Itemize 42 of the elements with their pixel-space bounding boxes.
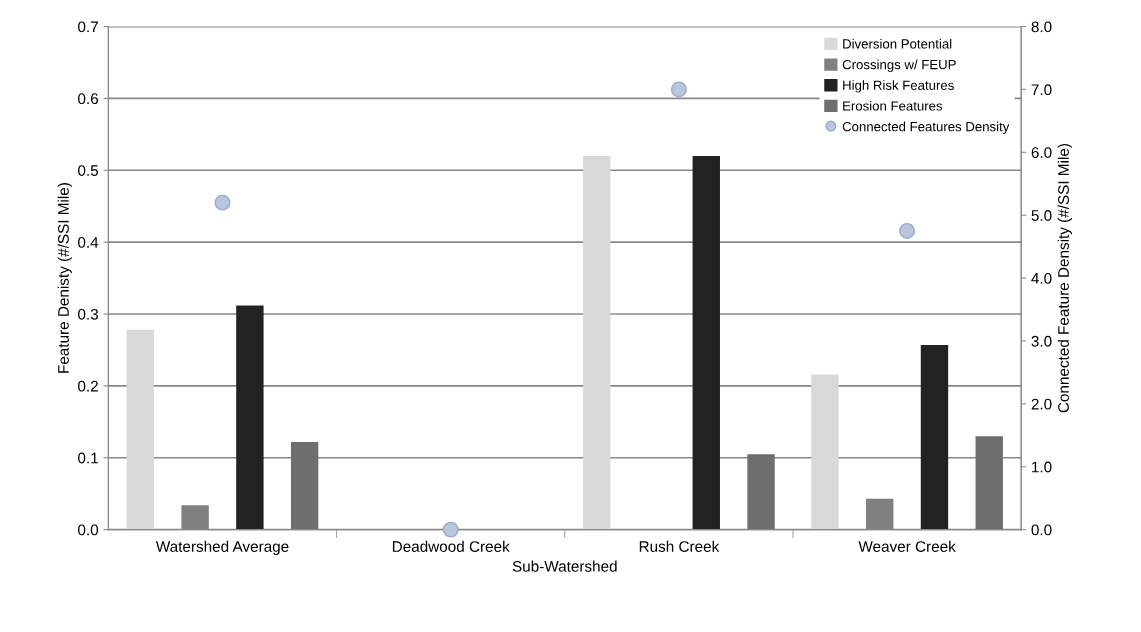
y-tick-label: 0.7 xyxy=(78,21,98,33)
bar xyxy=(290,441,319,530)
y-tick-label: 0.4 xyxy=(78,237,99,248)
bar xyxy=(747,454,775,530)
x-tick-label: Weaver Creek xyxy=(858,540,956,552)
legend-label: High Risk Features xyxy=(843,80,954,93)
y2-tick-label: 0.0 xyxy=(1031,524,1052,536)
x-axis-title: Sub-Watershed xyxy=(512,560,617,572)
y2-tick-label: 5.0 xyxy=(1031,210,1052,221)
y-tick-label: 0.0 xyxy=(78,524,99,536)
bar xyxy=(126,329,155,530)
y-axis-title: Feature Denisty (#/SSI Mile) xyxy=(57,183,72,373)
y2-tick-label: 6.0 xyxy=(1031,147,1052,158)
x-tick-label: Deadwood Creek xyxy=(392,540,510,552)
y2-tick-label: 1.0 xyxy=(1032,461,1052,473)
y2-tick-label: 7.0 xyxy=(1031,84,1052,96)
point xyxy=(442,521,459,538)
y-tick-label: 0.3 xyxy=(78,308,98,320)
x-tick-label: Rush Creek xyxy=(639,540,720,552)
y2-tick-label: 8.0 xyxy=(1031,21,1052,33)
legend-label: Erosion Features xyxy=(843,100,943,111)
y2-axis-title: Connected Feature Density (#/SSI Mile) xyxy=(1057,144,1072,413)
bar xyxy=(583,155,611,530)
y2-tick-label: 2.0 xyxy=(1031,398,1052,410)
bar xyxy=(692,155,720,530)
y2-tick-label: 4.0 xyxy=(1031,272,1052,284)
point xyxy=(899,222,916,239)
bar xyxy=(975,436,1003,530)
bar xyxy=(811,374,839,530)
point xyxy=(670,81,687,98)
y2-tick-label: 3.0 xyxy=(1031,335,1052,347)
bar xyxy=(236,305,264,530)
bar xyxy=(920,344,949,530)
legend-label: Connected Features Density xyxy=(842,121,1010,134)
legend-label: Crossings w/ FEUP xyxy=(842,59,956,72)
legend-label: Diversion Potential xyxy=(843,38,952,49)
y-tick-label: 0.5 xyxy=(78,165,99,176)
y-tick-label: 0.1 xyxy=(78,452,98,464)
y-tick-label: 0.6 xyxy=(78,93,98,105)
x-tick-label: Watershed Average xyxy=(155,540,289,555)
y-tick-label: 0.2 xyxy=(78,380,98,392)
point xyxy=(214,194,231,211)
